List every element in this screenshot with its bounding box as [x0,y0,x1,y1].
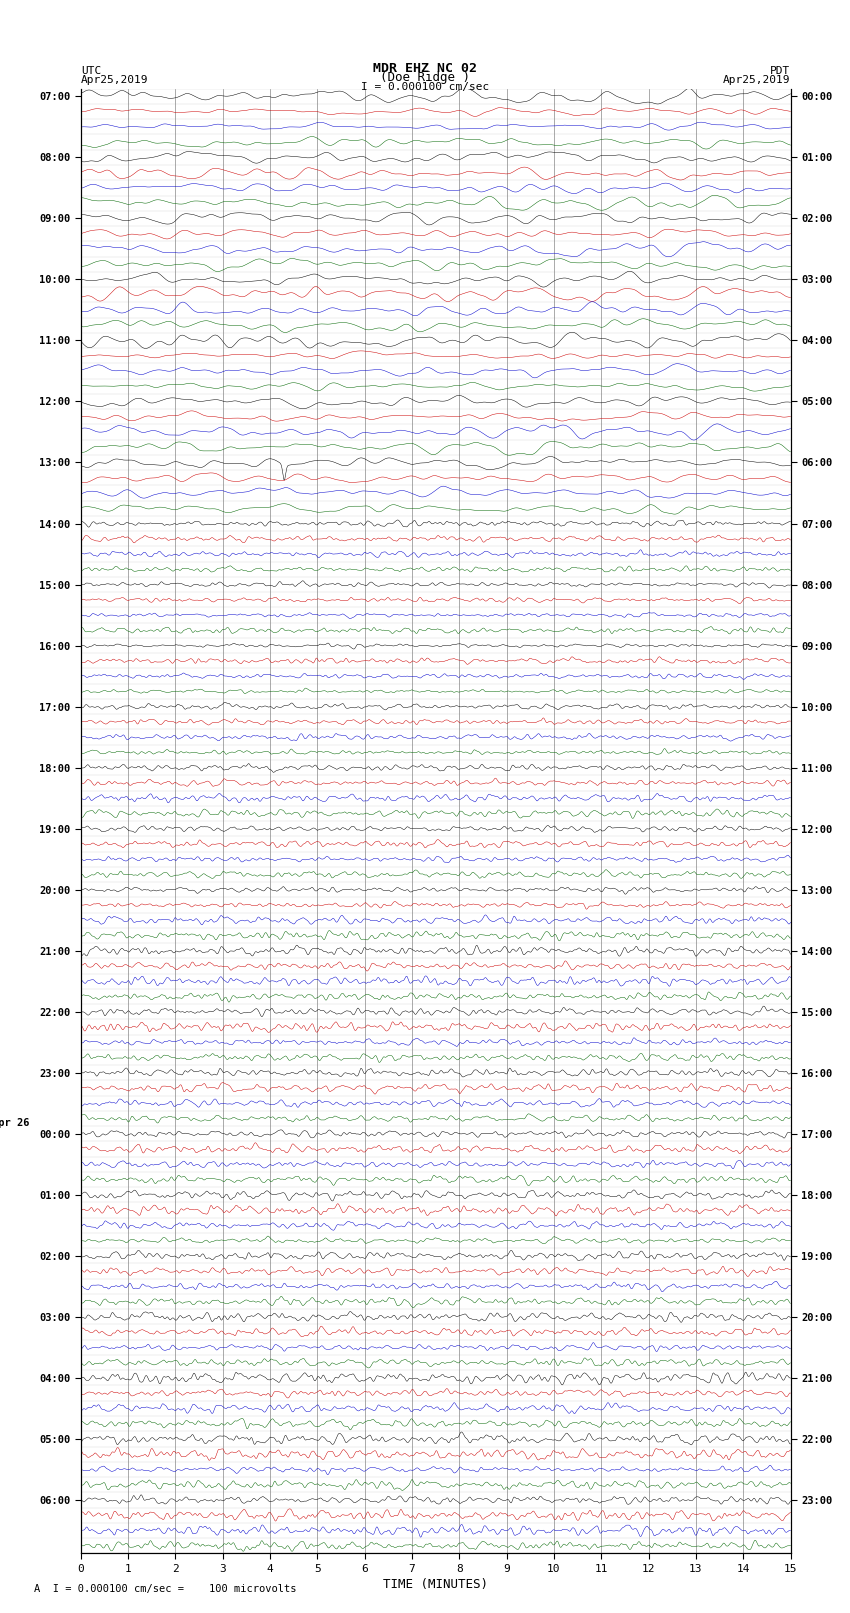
Text: Apr25,2019: Apr25,2019 [723,74,791,84]
Text: UTC: UTC [81,66,101,76]
Text: MDR EHZ NC 02: MDR EHZ NC 02 [373,61,477,76]
Text: PDT: PDT [770,66,790,76]
Text: Apr 26: Apr 26 [0,1118,30,1127]
Text: Apr25,2019: Apr25,2019 [81,74,148,84]
Text: (Doe Ridge ): (Doe Ridge ) [380,71,470,84]
X-axis label: TIME (MINUTES): TIME (MINUTES) [383,1578,488,1590]
Text: A  I = 0.000100 cm/sec =    100 microvolts: A I = 0.000100 cm/sec = 100 microvolts [34,1584,297,1594]
Text: I = 0.000100 cm/sec: I = 0.000100 cm/sec [361,82,489,92]
